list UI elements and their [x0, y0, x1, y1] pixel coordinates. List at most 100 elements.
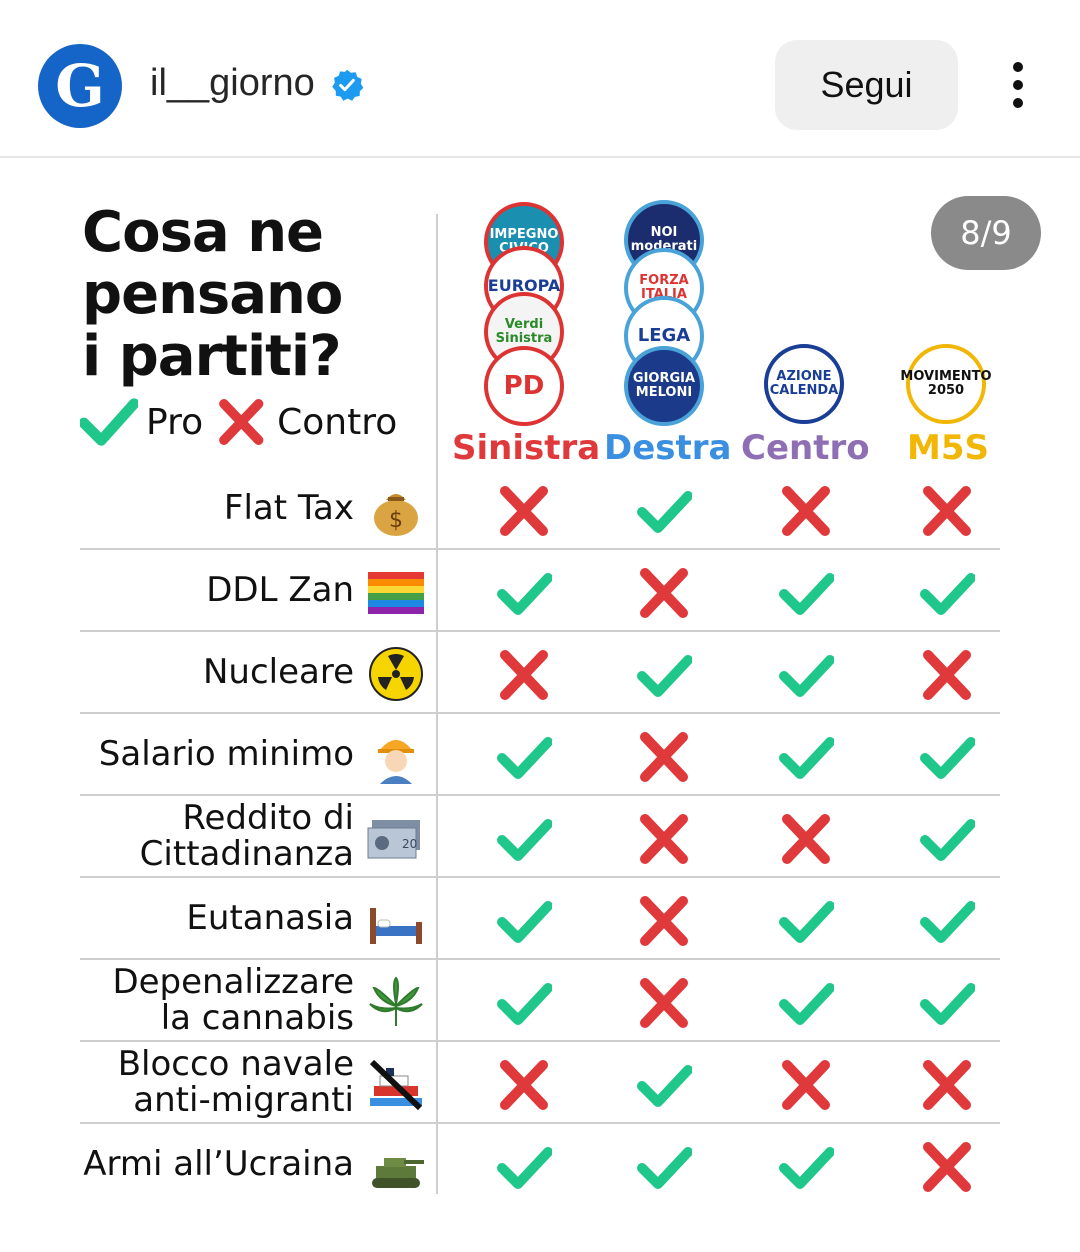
topic-label: Reddito di Cittadinanza	[140, 796, 354, 876]
topic-label-line: Nucleare	[202, 652, 354, 692]
party-m5s: M5S	[907, 428, 989, 468]
check-icon	[779, 655, 834, 697]
party-destra: Destra	[604, 428, 732, 468]
table-row: DDL Zan	[0, 550, 1080, 632]
check-icon	[779, 983, 834, 1025]
topic-label-line: Blocco navale	[117, 1044, 354, 1084]
cross-icon	[923, 1060, 971, 1110]
check-icon	[779, 573, 834, 615]
table-row: Blocco navale anti-migranti	[0, 1042, 1080, 1124]
row-divider	[80, 630, 1000, 632]
legend-pro-label: Pro	[146, 401, 204, 443]
tank-icon	[372, 1158, 424, 1188]
check-icon	[497, 983, 552, 1025]
topic-label-line: anti-migranti	[133, 1080, 354, 1120]
topic-label: Blocco navale anti-migranti	[118, 1042, 354, 1122]
topic-label: Depenalizzare la cannabis	[112, 960, 354, 1040]
cross-icon	[923, 486, 971, 536]
check-icon	[80, 398, 138, 446]
cross-icon	[640, 568, 688, 618]
radioactive-icon	[369, 647, 423, 701]
legend-contro-label: Contro	[277, 401, 398, 443]
check-icon	[920, 901, 975, 943]
title-line: pensano	[82, 262, 343, 327]
topic-label-line: Flat Tax	[223, 488, 354, 528]
cross-icon	[782, 814, 830, 864]
title-line: i partiti?	[82, 324, 342, 389]
username[interactable]: il__giorno	[150, 62, 315, 104]
check-icon	[920, 983, 975, 1025]
logo-movimento-5-stelle: MOVIMENTO 2050	[900, 344, 992, 424]
table-row: Salario minimo	[0, 714, 1080, 796]
check-icon	[497, 901, 552, 943]
row-divider	[80, 876, 1000, 878]
check-icon	[497, 573, 552, 615]
euro-banknote-icon: 20	[367, 820, 420, 859]
table-row: Flat Tax $	[0, 468, 1080, 550]
topic-label-line: la cannabis	[160, 998, 354, 1038]
avatar[interactable]: G	[38, 44, 122, 128]
topic-label: Nucleare	[203, 632, 354, 712]
svg-text:20: 20	[402, 837, 417, 851]
check-icon	[637, 655, 692, 697]
check-icon	[779, 1147, 834, 1189]
topic-label: Eutanasia	[186, 878, 354, 958]
follow-button[interactable]: Segui	[775, 40, 958, 130]
topic-label-line: Depenalizzare	[112, 962, 354, 1002]
topic-label-line: Armi all’Ucraina	[83, 1144, 354, 1184]
cross-icon	[782, 1060, 830, 1110]
more-options-icon[interactable]	[1005, 62, 1031, 108]
post-header: G il__giorno Segui	[0, 0, 1080, 158]
cross-icon	[923, 1142, 971, 1192]
check-icon	[637, 491, 692, 533]
logo-pd: PD	[484, 346, 564, 426]
topic-label-line: Eutanasia	[186, 898, 354, 938]
row-divider	[80, 712, 1000, 714]
topic-label-line: DDL Zan	[206, 570, 354, 610]
row-divider	[80, 1122, 1000, 1124]
topic-label: Flat Tax	[224, 468, 354, 548]
topic-label-line: Reddito di	[182, 798, 354, 838]
cross-icon	[782, 486, 830, 536]
worker-icon	[378, 740, 414, 784]
no-ship-icon	[369, 1059, 423, 1111]
bed-icon	[370, 908, 422, 944]
verified-badge-icon	[332, 69, 364, 101]
check-icon	[497, 1147, 552, 1189]
check-icon	[779, 901, 834, 943]
cross-icon	[640, 978, 688, 1028]
table-row: Eutanasia	[0, 878, 1080, 960]
table-row: Nucleare	[0, 632, 1080, 714]
carousel-counter: 8/9	[931, 196, 1041, 270]
topic-label-line: Salario minimo	[98, 734, 354, 774]
check-icon	[920, 737, 975, 779]
check-icon	[920, 573, 975, 615]
check-icon	[497, 737, 552, 779]
cross-icon	[500, 1060, 548, 1110]
party-centro: Centro	[741, 428, 870, 468]
topic-label: Salario minimo	[99, 714, 354, 794]
cross-icon	[923, 650, 971, 700]
party-sinistra: Sinistra	[452, 428, 601, 468]
check-icon	[779, 737, 834, 779]
svg-text:$: $	[389, 508, 403, 533]
cross-icon	[640, 896, 688, 946]
money-bag-icon: $	[374, 494, 418, 536]
row-divider	[80, 958, 1000, 960]
table-row: Armi all’Ucraina	[0, 1124, 1080, 1206]
title-line: Cosa ne	[82, 200, 324, 265]
cross-icon	[640, 814, 688, 864]
legend: Pro Contro	[80, 396, 411, 448]
topic-label: Armi all’Ucraina	[83, 1124, 354, 1204]
row-divider	[80, 794, 1000, 796]
post-title: Cosa ne pensano i partiti?	[82, 200, 343, 389]
cross-icon	[219, 399, 264, 445]
cross-icon	[500, 486, 548, 536]
cannabis-leaf-icon	[369, 976, 423, 1026]
check-icon	[920, 819, 975, 861]
topic-label: DDL Zan	[206, 550, 354, 630]
table-row: Depenalizzare la cannabis	[0, 960, 1080, 1042]
check-icon	[497, 819, 552, 861]
topic-label-line: Cittadinanza	[139, 834, 354, 874]
column-divider	[436, 214, 438, 1194]
